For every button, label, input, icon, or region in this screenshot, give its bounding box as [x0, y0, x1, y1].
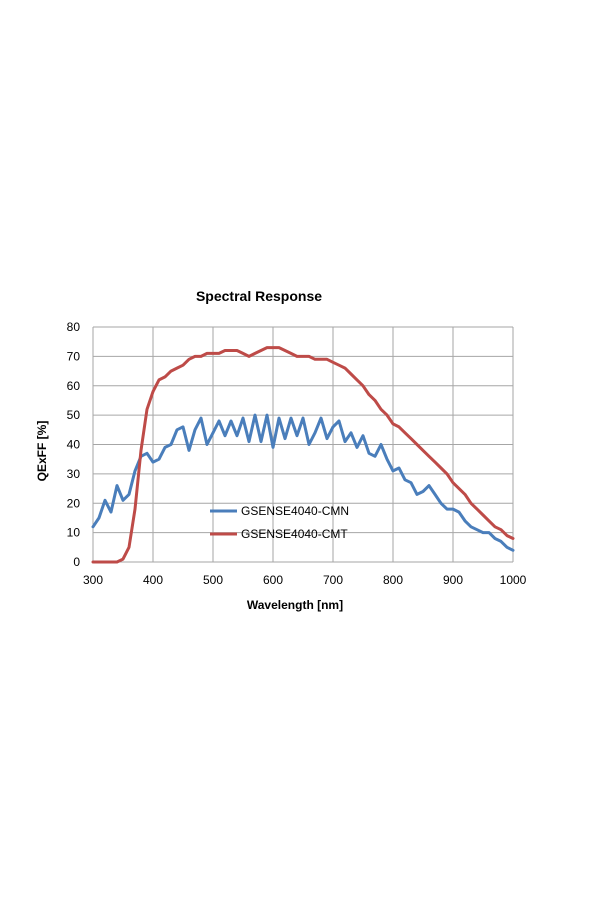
x-tick-label: 500	[203, 573, 223, 587]
series-line-1	[91, 346, 515, 564]
x-tick-label: 400	[143, 573, 163, 587]
y-tick-label: 20	[67, 496, 81, 510]
series-line-0	[91, 413, 515, 552]
x-tick-label: 900	[443, 573, 463, 587]
legend-label: GSENSE4040-CMT	[241, 527, 348, 541]
x-tick-label: 1000	[500, 573, 527, 587]
y-tick-label: 70	[67, 349, 81, 363]
y-tick-label: 0	[73, 555, 80, 569]
x-axis-title: Wavelength [nm]	[247, 598, 343, 612]
tick-labels: 0 10 20 30 40 50 60 70 80 300 400 500 600 700 800 900 10…	[67, 320, 527, 587]
y-tick-label: 10	[67, 526, 81, 540]
y-tick-label: 80	[67, 320, 81, 334]
data-series	[91, 346, 515, 564]
y-tick-label: 50	[67, 408, 81, 422]
y-tick-label: 60	[67, 379, 81, 393]
x-tick-label: 600	[263, 573, 283, 587]
grid-lines	[92, 326, 514, 563]
y-tick-label: 40	[67, 438, 81, 452]
y-tick-label: 30	[67, 467, 81, 481]
y-axis-title: QExFF [%]	[35, 421, 49, 482]
x-tick-label: 300	[83, 573, 103, 587]
x-tick-label: 700	[323, 573, 343, 587]
legend: GSENSE4040-CMN GSENSE4040-CMT	[210, 504, 349, 541]
chart-title: Spectral Response	[196, 288, 322, 304]
legend-label: GSENSE4040-CMN	[241, 504, 349, 518]
x-tick-label: 800	[383, 573, 403, 587]
